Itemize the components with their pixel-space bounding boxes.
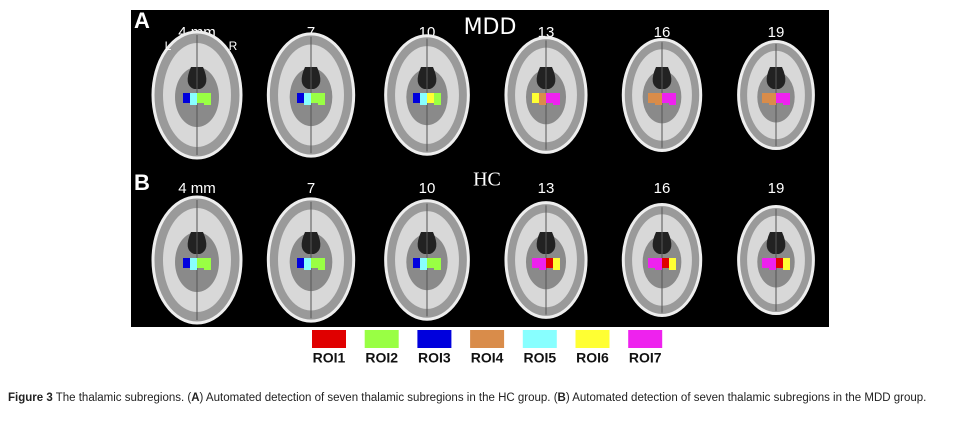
roi-region bbox=[434, 93, 441, 105]
roi-region bbox=[655, 93, 662, 105]
slice-label: 16 bbox=[654, 24, 671, 41]
slice-label: 7 bbox=[307, 180, 315, 197]
roi-region bbox=[546, 258, 553, 268]
slice-label: 16 bbox=[654, 180, 671, 197]
roi-region bbox=[297, 258, 304, 268]
roi-region bbox=[769, 93, 776, 105]
brain-slice bbox=[737, 204, 815, 316]
roi-region bbox=[197, 93, 204, 103]
roi-region bbox=[776, 93, 783, 103]
legend-label: ROI1 bbox=[313, 350, 346, 366]
roi-region bbox=[669, 93, 676, 105]
roi-region bbox=[762, 93, 769, 103]
brain-slice bbox=[621, 38, 703, 152]
legend-swatch bbox=[575, 330, 610, 348]
orientation-label: L bbox=[165, 39, 172, 53]
image-panel bbox=[131, 10, 829, 327]
roi-region bbox=[427, 93, 434, 103]
legend-label: ROI2 bbox=[365, 350, 398, 366]
brain-slice bbox=[151, 195, 243, 325]
caption-text: ) Automated detection of seven thalamic … bbox=[199, 392, 558, 404]
roi-region bbox=[655, 258, 662, 270]
roi-region bbox=[539, 258, 546, 270]
roi-region bbox=[539, 93, 546, 105]
roi-region bbox=[776, 258, 783, 268]
roi-region bbox=[304, 93, 311, 105]
roi-region bbox=[783, 258, 790, 270]
caption-text: ) Automated detection of seven thalamic … bbox=[565, 392, 927, 404]
roi-region bbox=[553, 258, 560, 270]
brain-slice bbox=[621, 203, 703, 317]
roi-region bbox=[420, 258, 427, 270]
panel-label: A bbox=[134, 8, 150, 33]
roi-region bbox=[297, 93, 304, 103]
roi-region bbox=[204, 93, 211, 105]
caption-text: Figure 3 bbox=[8, 392, 53, 404]
brain-slice bbox=[737, 39, 815, 151]
caption-text: A bbox=[191, 392, 200, 404]
roi-region bbox=[532, 258, 539, 268]
roi-region bbox=[190, 93, 197, 105]
legend-swatch bbox=[364, 330, 399, 348]
roi-region bbox=[304, 258, 311, 270]
roi-region bbox=[648, 93, 655, 103]
brain-slice bbox=[266, 32, 356, 158]
roi-region bbox=[532, 93, 539, 103]
slice-label: 19 bbox=[768, 180, 785, 197]
slice-label: 4 mm bbox=[178, 180, 216, 197]
roi-region bbox=[669, 258, 676, 270]
legend-label: ROI4 bbox=[471, 350, 504, 366]
roi-region bbox=[662, 93, 669, 103]
roi-region bbox=[413, 258, 420, 268]
roi-region bbox=[427, 258, 434, 268]
roi-region bbox=[662, 258, 669, 268]
roi-region bbox=[311, 258, 318, 268]
roi-region bbox=[648, 258, 655, 268]
legend-label: ROI3 bbox=[418, 350, 451, 366]
roi-region bbox=[197, 258, 204, 268]
roi-region bbox=[204, 258, 211, 270]
roi-region bbox=[311, 93, 318, 103]
legend-label: ROI5 bbox=[523, 350, 556, 366]
roi-region bbox=[183, 258, 190, 268]
roi-region bbox=[546, 93, 553, 103]
slice-label: 10 bbox=[419, 180, 436, 197]
brain-slice bbox=[384, 34, 470, 156]
roi-region bbox=[318, 93, 325, 105]
roi-region bbox=[553, 93, 560, 105]
figure-image: AMDD4 mm710131619BHC4 mm710131619LRROI1R… bbox=[131, 8, 829, 366]
legend-swatch bbox=[522, 330, 557, 348]
group-label: MDD bbox=[464, 15, 517, 40]
brain-slice bbox=[266, 197, 356, 323]
caption-text: The thalamic subregions. ( bbox=[52, 392, 192, 404]
legend-swatch bbox=[628, 330, 663, 348]
panel-label: B bbox=[134, 170, 150, 195]
legend-swatch bbox=[312, 330, 346, 348]
roi-region bbox=[190, 258, 197, 270]
brain-slice bbox=[151, 30, 243, 160]
legend-swatch bbox=[470, 330, 505, 348]
legend-label: ROI7 bbox=[629, 350, 662, 366]
brain-slice bbox=[504, 201, 588, 319]
legend-swatch bbox=[417, 330, 452, 348]
roi-region bbox=[783, 93, 790, 105]
caption: Figure 3 The thalamic subregions. (A) Au… bbox=[8, 390, 956, 407]
roi-region bbox=[769, 258, 776, 270]
slice-label: 19 bbox=[768, 24, 785, 41]
roi-region bbox=[762, 258, 769, 268]
roi-region bbox=[434, 258, 441, 270]
orientation-label: R bbox=[229, 39, 238, 53]
roi-region bbox=[413, 93, 420, 103]
legend-label: ROI6 bbox=[576, 350, 609, 366]
roi-region bbox=[318, 258, 325, 270]
roi-region bbox=[183, 93, 190, 103]
caption-text: B bbox=[557, 392, 566, 404]
brain-slice bbox=[384, 199, 470, 321]
group-label: HC bbox=[473, 169, 501, 191]
slice-label: 13 bbox=[538, 180, 555, 197]
roi-region bbox=[420, 93, 427, 105]
brain-slice bbox=[504, 36, 588, 154]
